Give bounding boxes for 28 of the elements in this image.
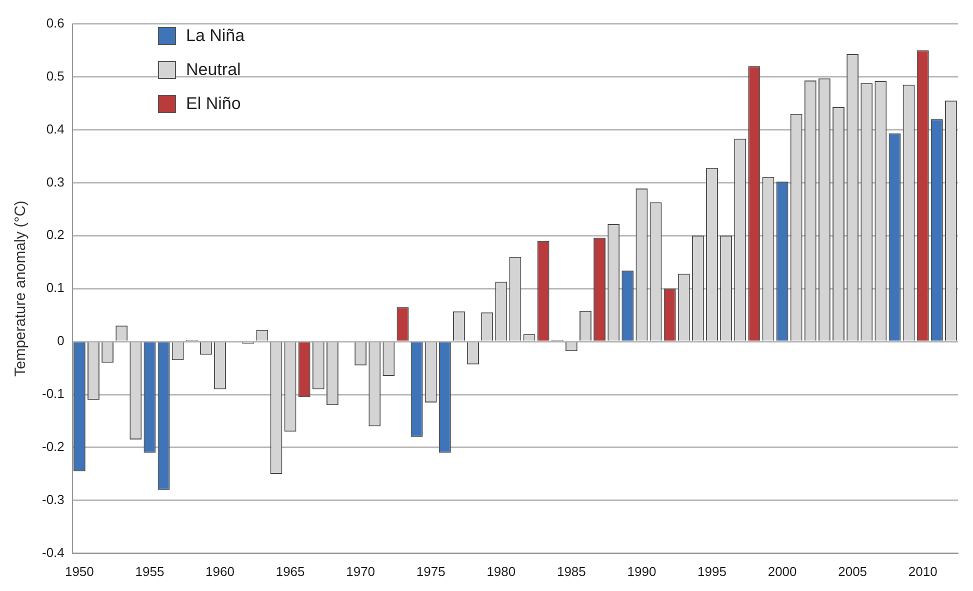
x-tick-label: 1980: [486, 564, 516, 579]
y-tick-label: 0.1: [46, 280, 64, 296]
x-tick-label: 2000: [768, 564, 797, 579]
y-tick-label: 0.5: [46, 68, 64, 84]
x-tick-label: 2005: [838, 564, 868, 579]
x-tick-label: 1990: [627, 564, 656, 579]
x-tick-label: 1950: [64, 564, 94, 579]
x-tick-label: 1965: [276, 564, 305, 579]
y-tick-label: 0.6: [46, 15, 64, 30]
legend-label: Neutral: [186, 60, 241, 80]
y-tick-label: 0.3: [46, 174, 64, 190]
y-axis-title: Temperature anomaly (°C): [12, 200, 30, 377]
y-tick-label: -0.3: [42, 492, 64, 508]
x-tick-label: 1960: [206, 564, 234, 579]
x-tick-label: 1975: [416, 564, 446, 579]
x-tick-label: 1995: [698, 564, 726, 579]
x-tick-label: 1955: [135, 564, 164, 579]
y-tick-label: -0.1: [42, 386, 64, 402]
y-tick-label: 0.2: [46, 227, 64, 242]
x-tick-label: 1970: [346, 564, 376, 579]
x-tick-label: 2010: [908, 564, 938, 579]
y-tick-label: 0: [57, 333, 64, 348]
y-tick-label: -0.2: [42, 439, 64, 454]
x-tick-label: 1985: [556, 564, 586, 579]
y-tick-label: 0.4: [46, 121, 64, 136]
legend-label: La Niña: [186, 26, 245, 46]
y-tick-label: -0.4: [42, 544, 64, 560]
legend-label: El Niño: [186, 94, 241, 114]
